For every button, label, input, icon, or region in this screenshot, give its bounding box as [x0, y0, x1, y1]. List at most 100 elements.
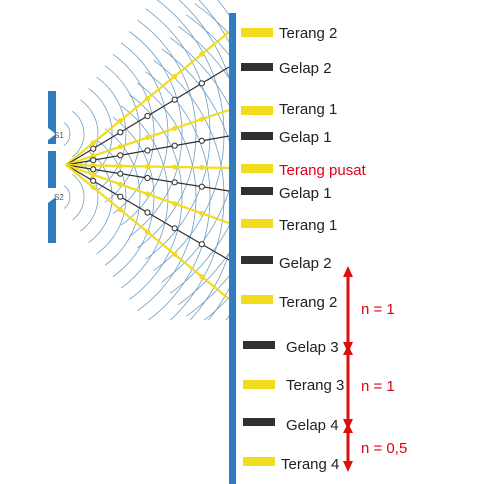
ray-node: [199, 210, 205, 216]
wavefront-arc: [153, 59, 225, 320]
ray-node: [90, 157, 97, 164]
fringe-list: Terang 2 Gelap 2 Terang 1 Gelap 1 Terang…: [241, 25, 367, 473]
ray-node: [172, 125, 178, 131]
fringe-bar-dark: [241, 63, 273, 71]
ray-node: [117, 152, 124, 159]
ray-node: [171, 142, 178, 149]
fringe-label: Gelap 2: [279, 255, 332, 272]
fringe-label: Terang 2: [279, 294, 337, 311]
ray-node: [199, 164, 205, 171]
fringe-label: Terang 4: [281, 456, 339, 473]
wavefront-arc: [169, 37, 229, 320]
ray-node: [90, 172, 96, 178]
ray-node: [144, 229, 151, 235]
fringe-bar-bright: [241, 28, 273, 37]
ray-node: [172, 73, 178, 79]
fringe-bar-bright: [243, 457, 275, 466]
wavefront-arc: [96, 139, 127, 255]
arrowhead-up: [343, 345, 353, 355]
fringe-label: Gelap 1: [279, 129, 332, 146]
fringe-label: Terang 1: [279, 101, 337, 118]
ray-node: [198, 183, 205, 190]
fringe-label: Terang 3: [286, 377, 344, 394]
wavefront-arc: [63, 122, 71, 146]
double-slit-barrier: S1 S2: [48, 91, 64, 243]
ray-node: [171, 96, 178, 103]
wavefront-arc: [72, 173, 85, 221]
ray-node: [172, 201, 178, 207]
fringe-bar-bright: [241, 106, 273, 115]
fringe-label: Gelap 3: [286, 339, 339, 356]
fringe-bar-dark: [241, 187, 273, 195]
ray-node: [171, 225, 178, 232]
wavefront-arc: [129, 94, 183, 300]
wavefront-arc: [120, 105, 169, 289]
fringe-label: Terang 2: [279, 25, 337, 42]
slit-1-notch: [48, 128, 56, 140]
spacing-annotations: [343, 266, 353, 472]
wavefront-arc: [153, 0, 225, 272]
ray-node: [144, 112, 151, 120]
wavefront-arc: [120, 42, 169, 226]
fringe-bar-center: [241, 164, 273, 173]
slit-2-notch: [48, 191, 56, 203]
slit-1-label: S1: [54, 131, 64, 140]
center-fringe-label: Terang pusat: [279, 162, 367, 179]
n-annotation: n = 0,5: [361, 440, 407, 457]
wavefront-arc: [177, 0, 229, 306]
fringe-bar-bright: [243, 380, 275, 389]
wavefront-arc: [169, 0, 229, 294]
ray-node: [117, 163, 123, 169]
fringe-bar-dark: [243, 341, 275, 349]
ray-node: [117, 144, 123, 150]
ray-node: [172, 251, 178, 257]
arrowhead-down: [343, 461, 353, 472]
fringe-bar-dark: [241, 256, 273, 264]
wavefront-arc: [177, 25, 229, 320]
ray-node: [90, 153, 96, 159]
ray-node: [144, 209, 151, 216]
ray-node: [171, 179, 178, 186]
ray-node: [198, 241, 205, 248]
ray-node: [117, 118, 123, 124]
ray-node: [90, 145, 97, 152]
fringe-bar-bright: [241, 219, 273, 228]
ray-node: [117, 193, 124, 200]
wavefronts: [63, 0, 229, 320]
ray-node: [198, 80, 205, 87]
fringe-bar-bright: [241, 295, 273, 304]
barrier-bottom: [48, 197, 56, 243]
barrier-middle: [48, 151, 56, 188]
ray-node: [199, 116, 205, 122]
interference-rays: [65, 31, 230, 300]
ray-node: [198, 137, 205, 144]
screen: [229, 13, 236, 484]
ray-node: [90, 140, 96, 146]
wavefront-arc: [80, 162, 99, 232]
n-annotation: n = 1: [361, 301, 395, 318]
arrowhead-up: [343, 423, 353, 433]
wavefront-arc: [104, 128, 141, 266]
wavefront-arc: [104, 65, 141, 203]
wavefront-arc: [137, 82, 197, 312]
ray-node: [144, 134, 151, 141]
fringe-bar-dark: [241, 132, 273, 140]
wavefront-arc: [129, 31, 183, 237]
ray-node: [90, 166, 97, 173]
slit-2-label: S2: [54, 193, 64, 202]
wavefront-arc: [161, 0, 229, 283]
wavefront-arc: [63, 185, 71, 209]
wavefront-arc: [88, 151, 113, 243]
ray-node: [199, 274, 205, 280]
arrowhead-up: [343, 266, 353, 277]
fringe-label: Gelap 4: [286, 417, 339, 434]
ray-node: [144, 147, 151, 154]
wavefront-arc: [96, 76, 127, 192]
ray-node: [172, 164, 178, 170]
wavefront-arc: [161, 48, 229, 320]
ray-node: [199, 51, 205, 57]
ray-node: [144, 191, 151, 197]
ray-node: [117, 207, 123, 213]
wavefront-arc: [72, 110, 85, 158]
